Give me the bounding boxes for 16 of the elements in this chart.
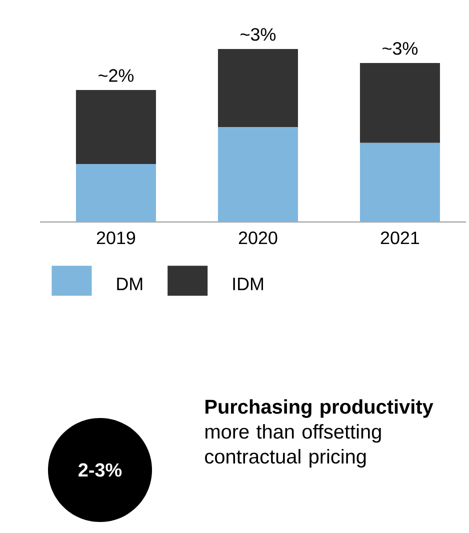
x-tick-label: 2021 xyxy=(380,232,420,244)
annotation: ~3% xyxy=(382,42,418,55)
bar xyxy=(76,90,156,164)
annotation: ~2% xyxy=(98,69,134,82)
text: 2-3% xyxy=(78,463,122,477)
x-tick-label: 2020 xyxy=(238,232,278,244)
legend-label: DM xyxy=(117,278,142,290)
text: Purchasing productivity more than offsetting contractual pricing xyxy=(205,399,434,468)
bar xyxy=(218,127,298,222)
bar xyxy=(360,63,440,143)
x-tick-label: 2019 xyxy=(96,232,136,244)
annotation: ~3% xyxy=(240,28,276,41)
legend-label: IDM xyxy=(233,278,263,290)
bar xyxy=(360,142,440,222)
bar xyxy=(218,48,298,128)
bar xyxy=(76,164,156,222)
